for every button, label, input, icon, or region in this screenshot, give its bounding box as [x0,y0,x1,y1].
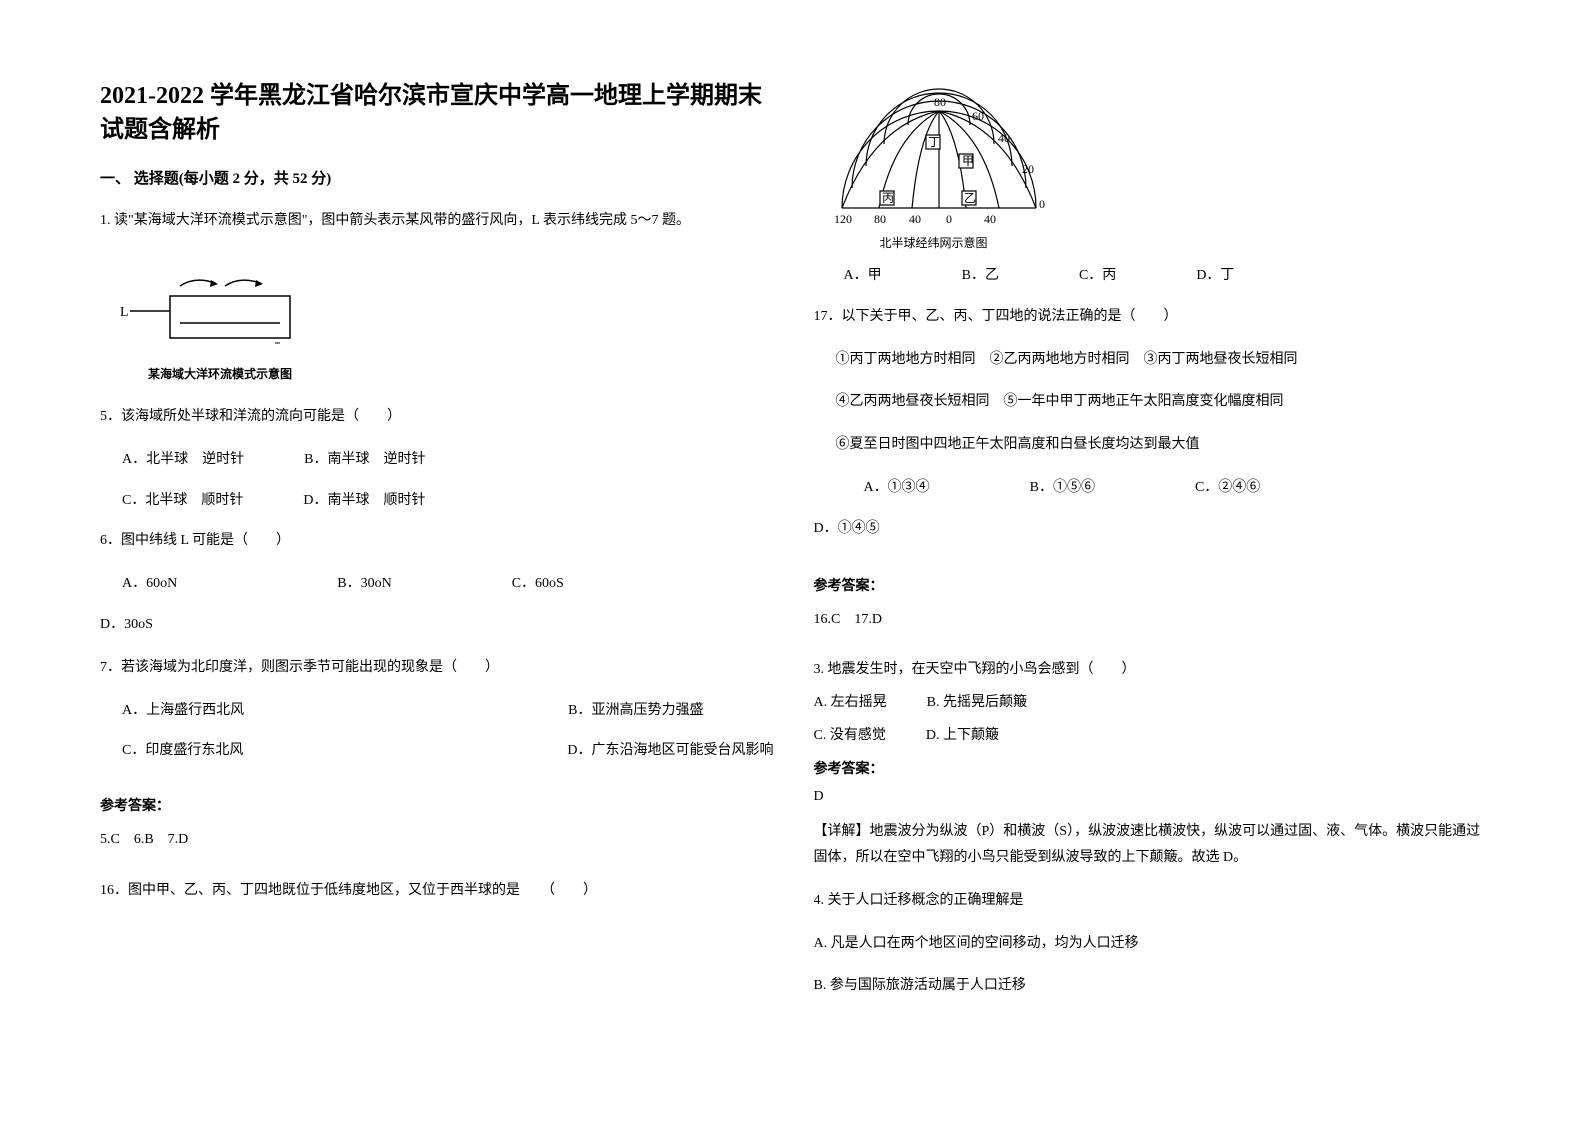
q5-opt-c: C．北半球 顺时针 [122,486,243,517]
q16-options: A．甲 B．乙 C．丙 D．丁 [814,261,1488,292]
q17-opt-c: C．②④⑥ [1195,473,1260,504]
explain-3: 【详解】地震波分为纵波（P）和横波（S），纵波波速比横波快，纵波可以通过固、液、… [814,819,1488,872]
answer-16-17: 16.C 17.D [814,605,1488,636]
lat-60: 60 [972,109,984,123]
q3-opt-d: D. 上下颠簸 [926,721,999,752]
q7-row1: A．上海盛行西北风 B．亚洲高压势力强盛 [100,696,774,727]
right-column: 80 60 40 20 0 120 80 40 0 40 甲 乙 丙 丁 北半球… [814,80,1488,1082]
q17-line1: ①丙丁两地地方时相同 ②乙丙两地地方时相同 ③丙丁两地昼夜长短相同 [814,345,1488,376]
q3-opt-c: C. 没有感觉 [814,721,886,752]
lon-80: 80 [874,212,886,226]
q1-stem: 1. 读"某海域大洋环流模式示意图"，图中箭头表示某风带的盛行风向，L 表示纬线… [100,206,774,237]
q7-stem: 7．若该海域为北印度洋，则图示季节可能出现的现象是（ ） [100,653,774,684]
q16-opt-c: C．丙 [1079,261,1116,292]
globe-diagram: 80 60 40 20 0 120 80 40 0 40 甲 乙 丙 丁 北半球… [834,80,1488,251]
answer-label-2: 参考答案： [814,575,1488,595]
diagram1-caption: 某海域大洋环流模式示意图 [120,365,320,382]
q17-options-row1: A．①③④ B．①⑤⑥ C．②④⑥ [814,473,1488,504]
lat-80: 80 [934,95,946,109]
ocean-current-diagram: L 某海域大洋环流模式示意图 [120,271,774,382]
q7-opt-b: B．亚洲高压势力强盛 [568,696,703,727]
q3-stem: 3. 地震发生时，在天空中飞翔的小鸟会感到（ ） [814,655,1488,686]
q17-line3: ⑥夏至日时图中四地正午太阳高度和白昼长度均达到最大值 [814,430,1488,461]
exam-title: 2021-2022 学年黑龙江省哈尔滨市宣庆中学高一地理上学期期末试题含解析 [100,80,774,147]
q7-row2: C．印度盛行东北风 D．广东沿海地区可能受台风影响 [100,736,774,767]
lon-0: 0 [946,212,952,226]
label-yi: 乙 [964,191,976,205]
q16-stem: 16．图中甲、乙、丙、丁四地既位于低纬度地区，又位于西半球的是 （ ） [100,876,774,907]
lon-e40: 40 [984,212,996,226]
q17-opt-b: B．①⑤⑥ [1030,473,1095,504]
q5-opt-a: A．北半球 逆时针 [122,445,244,476]
q6-stem: 6．图中纬线 L 可能是（ ） [100,526,774,557]
lat-20: 20 [1022,162,1034,176]
q5-opt-d: D．南半球 顺时针 [303,486,425,517]
lon-40: 40 [909,212,921,226]
globe-caption: 北半球经纬网示意图 [834,234,1034,251]
q5-opt-b: B．南半球 逆时针 [304,445,425,476]
label-bing: 丙 [882,191,894,205]
q4-opt-b: B. 参与国际旅游活动属于人口迁移 [814,971,1488,1002]
q6-options: A．60oN B．30oN C．60oS [100,569,774,600]
q17-stem: 17．以下关于甲、乙、丙、丁四地的说法正确的是（ ） [814,302,1488,333]
answer-5-7: 5.C 6.B 7.D [100,825,774,856]
label-ding: 丁 [928,135,940,149]
q6-opt-a: A．60oN [122,569,177,600]
answer-3: D [814,782,1488,813]
q4-stem: 4. 关于人口迁移概念的正确理解是 [814,886,1488,917]
q5-options-row1: A．北半球 逆时针 B．南半球 逆时针 [100,445,774,476]
lat-40: 40 [998,131,1010,145]
q3-options-row1: A. 左右摇晃 B. 先摇晃后颠簸 [814,688,1488,719]
q17-opt-a: A．①③④ [864,473,930,504]
q6-opt-d: D．30oS [100,610,774,641]
section-1-header: 一、 选择题(每小题 2 分，共 52 分) [100,167,774,188]
lat-0: 0 [1039,197,1045,211]
q5-stem: 5．该海域所处半球和洋流的流向可能是（ ） [100,402,774,433]
q6-opt-b: B．30oN [337,569,391,600]
q3-options-row2: C. 没有感觉 D. 上下颠簸 [814,721,1488,752]
q16-opt-a: A．甲 [844,261,882,292]
q17-line2: ④乙丙两地昼夜长短相同 ⑤一年中甲丁两地正午太阳高度变化幅度相同 [814,387,1488,418]
q5-options-row2: C．北半球 顺时针 D．南半球 顺时针 [100,486,774,517]
left-column: 2021-2022 学年黑龙江省哈尔滨市宣庆中学高一地理上学期期末试题含解析 一… [100,80,774,1082]
lon-120: 120 [834,212,852,226]
q7-opt-a: A．上海盛行西北风 [122,696,244,727]
L-label: L [120,305,129,320]
q7-opt-c: C．印度盛行东北风 [122,736,243,767]
answer-label-3: 参考答案： [814,758,1488,778]
q16-opt-b: B．乙 [962,261,999,292]
q7-opt-d: D．广东沿海地区可能受台风影响 [567,736,773,767]
q4-opt-a: A. 凡是人口在两个地区间的空间移动，均为人口迁移 [814,929,1488,960]
answer-label-1: 参考答案： [100,795,774,815]
q6-opt-c: C．60oS [512,569,564,600]
q16-opt-d: D．丁 [1196,261,1234,292]
q17-opt-d: D．①④⑤ [814,514,1488,545]
q3-opt-b: B. 先摇晃后颠簸 [927,688,1027,719]
label-jia: 甲 [962,154,974,168]
q3-opt-a: A. 左右摇晃 [814,688,887,719]
